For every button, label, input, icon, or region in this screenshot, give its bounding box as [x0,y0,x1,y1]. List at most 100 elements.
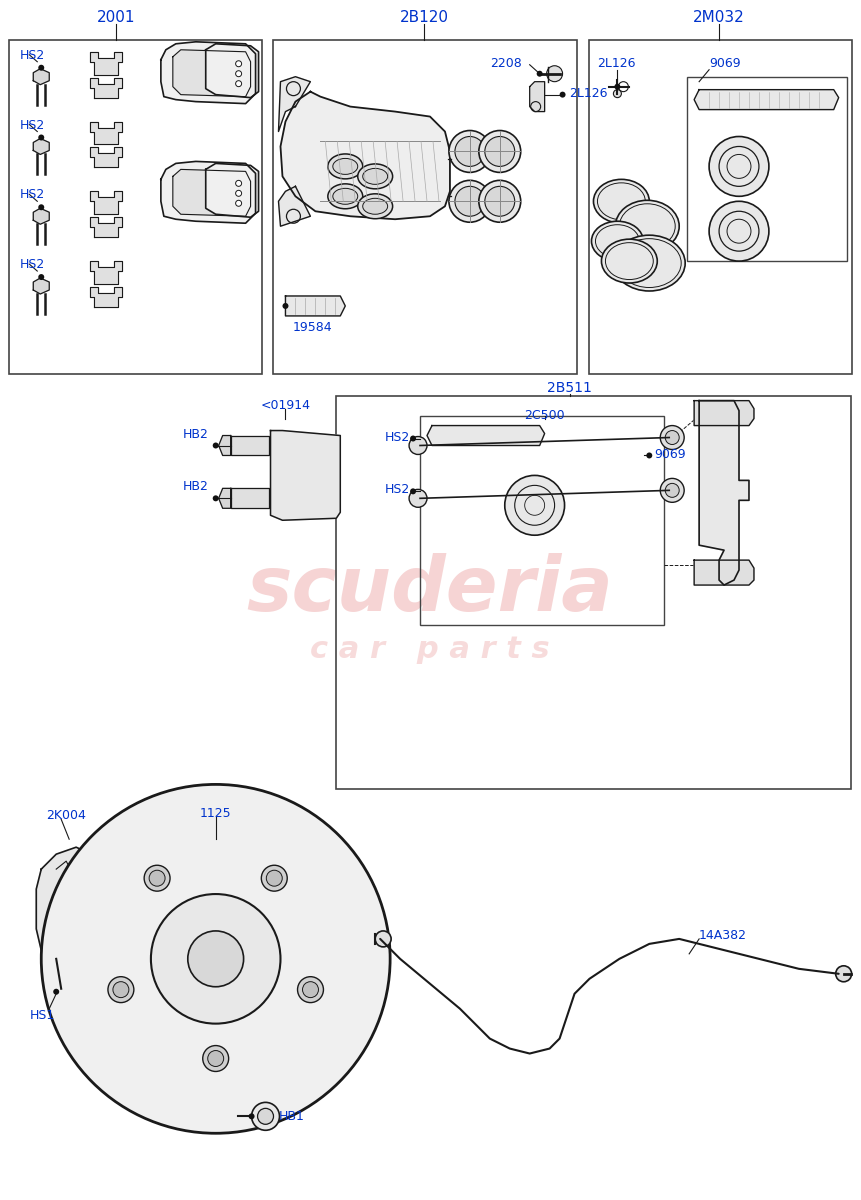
Text: 2L126: 2L126 [598,56,636,70]
Polygon shape [90,287,122,307]
Circle shape [53,989,59,995]
Circle shape [666,431,679,444]
Ellipse shape [357,164,393,188]
Circle shape [409,490,427,508]
Circle shape [536,71,542,77]
Circle shape [410,488,416,494]
Circle shape [236,180,242,186]
Polygon shape [34,209,49,224]
Circle shape [144,865,170,892]
Polygon shape [90,262,122,284]
Polygon shape [286,296,345,316]
Ellipse shape [485,186,515,216]
Ellipse shape [593,179,649,223]
Circle shape [53,988,65,1000]
Text: HS2: HS2 [385,484,410,497]
Polygon shape [278,186,310,227]
Text: 2C500: 2C500 [524,409,565,421]
Circle shape [666,484,679,497]
Polygon shape [36,847,96,973]
Polygon shape [281,91,450,220]
Polygon shape [90,217,122,238]
Text: 2B120: 2B120 [400,10,449,25]
Polygon shape [34,138,49,155]
Polygon shape [90,78,122,97]
Polygon shape [278,77,310,132]
Polygon shape [173,49,251,97]
Circle shape [236,80,242,86]
Text: 2208: 2208 [490,56,522,70]
Bar [590,40,852,373]
Ellipse shape [613,235,685,292]
Text: 9069: 9069 [654,449,686,462]
Circle shape [41,785,390,1133]
Ellipse shape [357,194,393,218]
Text: HS2: HS2 [19,258,45,271]
Circle shape [282,302,288,308]
Polygon shape [90,52,122,74]
Text: 1125: 1125 [200,808,232,821]
Circle shape [505,475,565,535]
Ellipse shape [616,200,679,252]
Ellipse shape [455,137,485,167]
Polygon shape [694,90,839,109]
Polygon shape [90,121,122,144]
Polygon shape [219,488,231,509]
Circle shape [236,71,242,77]
Polygon shape [34,278,49,294]
Polygon shape [90,191,122,215]
Circle shape [38,204,44,210]
Text: HS2: HS2 [19,119,45,132]
Text: HS2: HS2 [19,49,45,61]
Circle shape [236,191,242,197]
Circle shape [560,91,566,97]
Circle shape [410,436,416,442]
Ellipse shape [333,158,357,174]
Circle shape [836,966,852,982]
Circle shape [709,202,769,262]
Polygon shape [694,560,754,586]
Circle shape [251,1103,280,1130]
Circle shape [302,982,319,997]
Text: HS2: HS2 [19,188,45,202]
Circle shape [615,84,621,90]
Circle shape [236,200,242,206]
Polygon shape [270,431,340,521]
Ellipse shape [592,221,643,262]
Polygon shape [34,68,49,85]
Bar [273,40,577,373]
Bar [687,77,846,262]
Text: 2L126: 2L126 [569,86,608,100]
Circle shape [298,977,324,1002]
Ellipse shape [602,239,657,283]
Polygon shape [173,169,251,216]
Circle shape [613,90,622,97]
Circle shape [262,865,288,892]
Ellipse shape [449,180,491,222]
Ellipse shape [485,137,515,167]
Text: 2K004: 2K004 [46,809,86,822]
Polygon shape [231,488,269,509]
Circle shape [236,61,242,67]
Bar [420,415,664,625]
Circle shape [409,437,427,455]
Polygon shape [161,42,256,103]
Ellipse shape [362,198,387,215]
Ellipse shape [362,168,387,185]
Bar [9,40,262,373]
Circle shape [38,274,44,280]
Circle shape [547,66,562,82]
Circle shape [149,870,165,886]
Circle shape [108,977,133,1002]
Text: 2M032: 2M032 [693,10,745,25]
Text: c a r   p a r t s: c a r p a r t s [310,635,550,665]
Text: 19584: 19584 [293,320,332,334]
Ellipse shape [479,131,521,173]
Circle shape [213,443,219,449]
Circle shape [213,496,219,502]
Text: 2B511: 2B511 [547,380,592,395]
Circle shape [709,137,769,197]
Ellipse shape [479,180,521,222]
Circle shape [38,65,44,71]
Circle shape [660,479,684,503]
